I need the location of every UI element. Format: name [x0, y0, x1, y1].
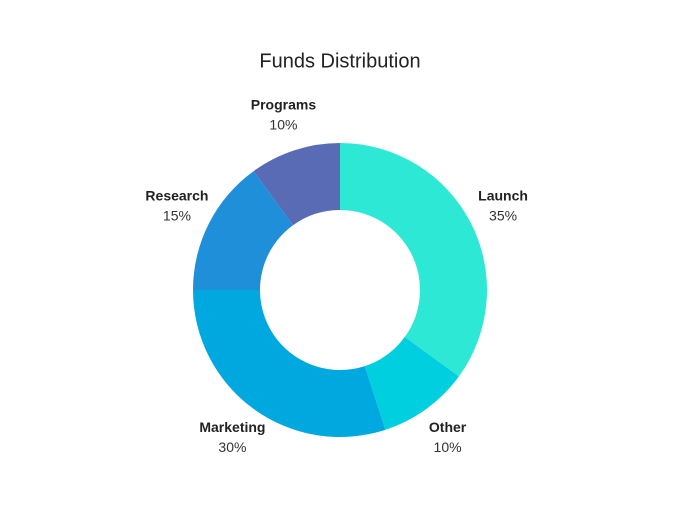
chart-title: Funds Distribution: [259, 50, 420, 72]
slice-label: Programs: [251, 97, 317, 113]
slice-value-label: 35%: [489, 208, 517, 224]
slice-value-label: 15%: [163, 208, 191, 224]
donut-slice: [253, 143, 340, 226]
slice-value-label: 30%: [218, 439, 246, 455]
donut-slice: [193, 171, 293, 290]
slice-label: Research: [145, 188, 208, 204]
slice-label: Marketing: [199, 419, 265, 435]
slice-label: Other: [429, 419, 467, 435]
donut-slice: [193, 290, 386, 437]
slice-value-label: 10%: [434, 439, 462, 455]
slice-value-label: 10%: [269, 117, 297, 133]
donut-slice: [340, 143, 487, 377]
slice-label: Launch: [478, 188, 528, 204]
donut-slice: [364, 337, 459, 430]
